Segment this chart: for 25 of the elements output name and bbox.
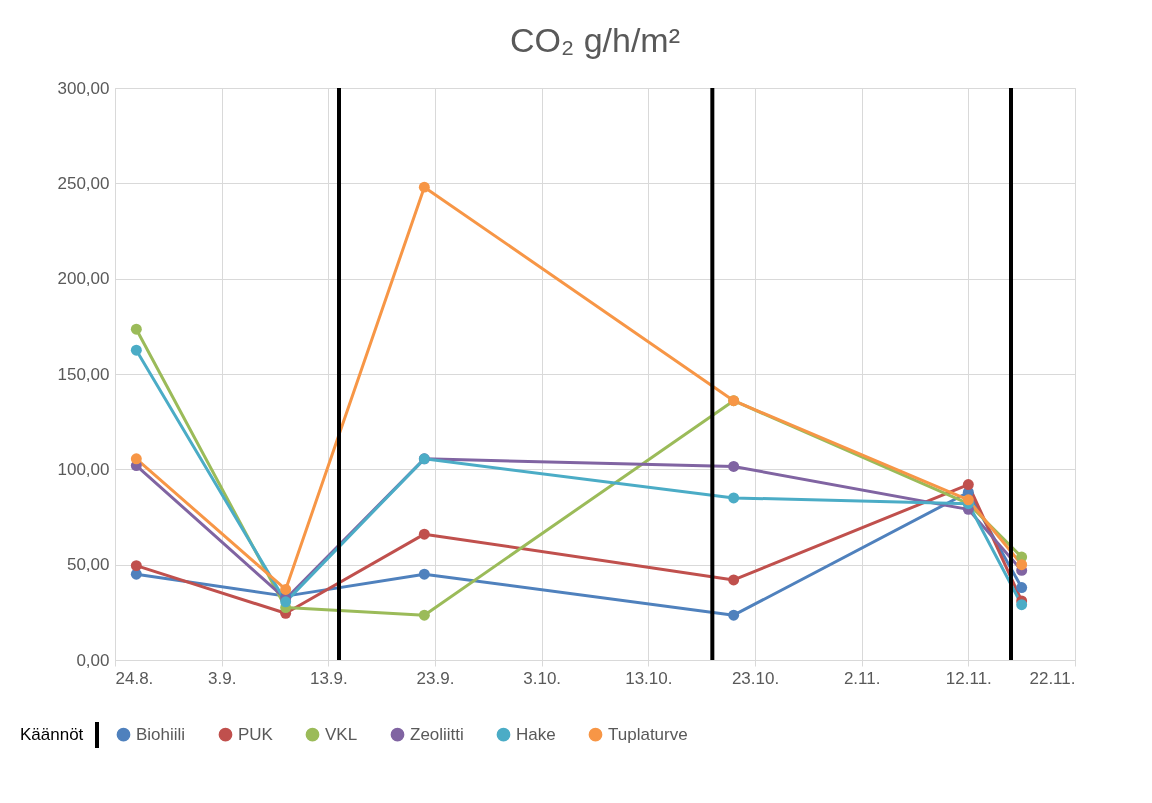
y-tick-label: 250,00 [57, 173, 110, 193]
legend-label: Biohiili [136, 724, 186, 744]
y-tick-label: 50,00 [66, 555, 110, 575]
x-tick-label: 13.10. [625, 668, 673, 688]
legend-label: PUK [238, 724, 274, 744]
y-tick-label: 200,00 [57, 269, 110, 289]
legend-label: Zeoliitti [410, 724, 464, 744]
legend-label: VKL [325, 724, 358, 744]
y-tick-label: 100,00 [57, 459, 110, 479]
x-tick-label: 12.11. [945, 668, 992, 688]
x-tick-label: 2.11. [843, 668, 881, 688]
x-tick-label: 3.9. [207, 668, 237, 688]
legend-label: Tuplaturve [608, 724, 688, 744]
text: Käännöt [20, 725, 84, 744]
x-tick-label: 3.10. [523, 668, 562, 688]
chart-title: CO₂ g/h/m² [510, 21, 680, 59]
x-tick-label: 22.11. [1029, 668, 1076, 688]
legend-label: Hake [516, 724, 556, 744]
x-tick-label: 23.9. [416, 668, 455, 688]
x-tick-label: 23.10. [731, 668, 780, 688]
y-tick-label: 0,00 [76, 650, 110, 670]
y-tick-label: 150,00 [57, 364, 110, 384]
x-tick-label: 24.8. [115, 668, 154, 688]
x-tick-label: 13.9. [309, 668, 348, 688]
y-tick-label: 300,00 [57, 78, 110, 98]
